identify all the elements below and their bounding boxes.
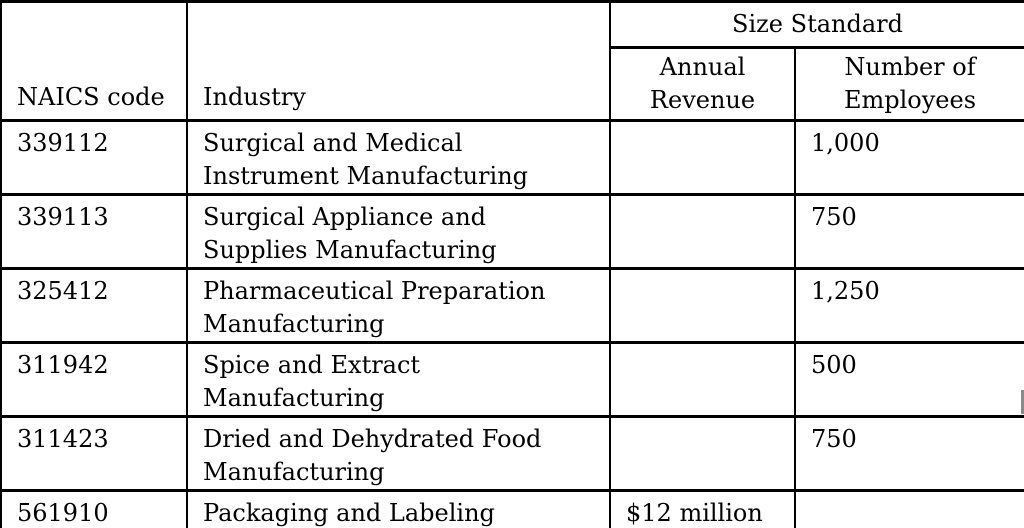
industry-cell: Pharmaceutical Preparation Manufacturing	[186, 267, 611, 344]
number-of-employees-cell: 1,250	[793, 267, 1024, 344]
column-header-number-of-employees: Number of Employees	[793, 46, 1024, 122]
table-row: 311942 Spice and Extract Manufacturing 5…	[0, 341, 1024, 418]
naics-code-cell: 561910	[0, 489, 188, 528]
table-row: 325412 Pharmaceutical Preparation Manufa…	[0, 267, 1024, 344]
table-header: NAICS code Industry Size Standard Annual…	[0, 0, 1024, 122]
table-row: 561910 Packaging and Labeling Services $…	[0, 489, 1024, 528]
table-body: 339112 Surgical and Medical Instrument M…	[0, 119, 1024, 528]
header-row-sub: Annual Revenue Number of Employees	[1, 46, 1024, 122]
naics-code-cell: 339113	[0, 193, 188, 270]
annual-revenue-cell	[609, 341, 796, 418]
number-of-employees-cell: 750	[793, 415, 1024, 492]
annual-revenue-cell	[609, 193, 796, 270]
naics-code-cell: 311942	[0, 341, 188, 418]
table-row: 339112 Surgical and Medical Instrument M…	[0, 119, 1024, 196]
column-header-industry: Industry	[186, 0, 611, 122]
naics-code-cell: 311423	[0, 415, 188, 492]
number-of-employees-cell: 1,000	[793, 119, 1024, 196]
number-of-employees-cell	[793, 489, 1024, 528]
annual-revenue-cell	[609, 415, 796, 492]
industry-cell: Spice and Extract Manufacturing	[186, 341, 611, 418]
column-header-naics-code: NAICS code	[0, 0, 188, 122]
scrollbar-thumb[interactable]	[1021, 390, 1024, 414]
column-header-size-standard: Size Standard	[608, 0, 1024, 49]
annual-revenue-cell	[609, 119, 796, 196]
industry-cell: Surgical Appliance and Supplies Manufact…	[186, 193, 611, 270]
column-header-annual-revenue: Annual Revenue	[609, 46, 796, 122]
industry-cell: Packaging and Labeling Services	[186, 489, 611, 528]
industry-cell: Dried and Dehydrated Food Manufacturing	[186, 415, 611, 492]
naics-code-cell: 339112	[0, 119, 188, 196]
industry-cell: Surgical and Medical Instrument Manufact…	[186, 119, 611, 196]
annual-revenue-cell: $12 million	[609, 489, 796, 528]
naics-code-cell: 325412	[0, 267, 188, 344]
table-row: 311423 Dried and Dehydrated Food Manufac…	[0, 415, 1024, 492]
annual-revenue-cell	[609, 267, 796, 344]
number-of-employees-cell: 500	[793, 341, 1024, 418]
number-of-employees-cell: 750	[793, 193, 1024, 270]
header-row-top: NAICS code Industry Size Standard	[0, 0, 1024, 122]
table-row: 339113 Surgical Appliance and Supplies M…	[0, 193, 1024, 270]
